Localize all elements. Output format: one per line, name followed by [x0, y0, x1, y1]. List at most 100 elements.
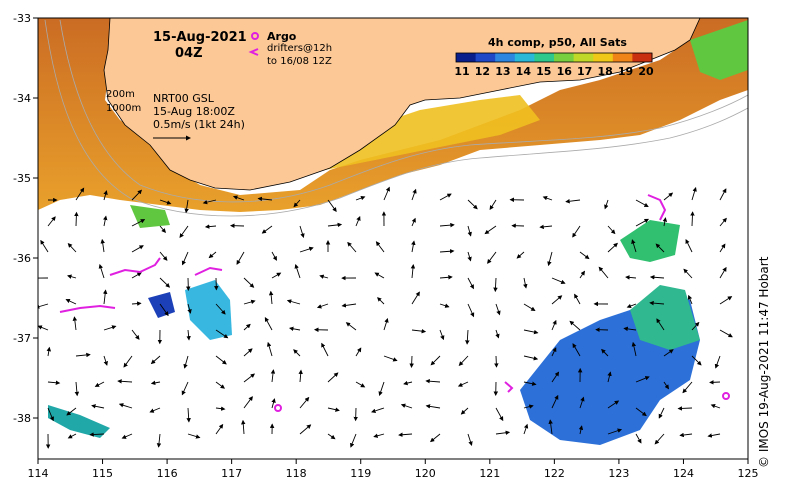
current-arrow	[375, 241, 385, 253]
current-arrow	[656, 318, 665, 331]
current-arrow	[345, 322, 357, 331]
current-arrow	[243, 323, 251, 331]
current-arrow	[626, 303, 637, 309]
current-arrow	[663, 349, 674, 357]
colorbar-segment	[495, 53, 516, 62]
current-arrow	[187, 433, 201, 439]
current-arrow	[67, 433, 77, 439]
current-arrow	[38, 303, 49, 309]
current-arrow	[467, 251, 472, 262]
current-arrow	[74, 211, 79, 227]
current-arrow	[707, 433, 721, 438]
current-arrow	[215, 381, 226, 389]
current-arrow	[159, 199, 172, 205]
x-tick-label: 121	[479, 467, 500, 480]
current-arrow	[604, 199, 609, 210]
current-arrow	[270, 369, 276, 383]
current-arrow	[131, 219, 146, 227]
current-arrow	[579, 251, 590, 260]
current-arrow	[635, 199, 649, 208]
current-arrow	[179, 225, 189, 239]
y-tick-label: -35	[13, 172, 31, 185]
current-arrow	[347, 241, 357, 253]
x-tick-label: 125	[738, 467, 759, 480]
current-arrow	[181, 381, 189, 396]
x-tick-label: 124	[673, 467, 694, 480]
colorbar-tick-label: 12	[475, 65, 490, 78]
current-arrow	[149, 407, 161, 413]
contour-200m	[59, 19, 748, 203]
current-arrow	[187, 303, 192, 314]
current-arrow	[377, 297, 385, 305]
current-arrow	[607, 428, 623, 435]
current-arrow	[261, 225, 273, 234]
current-arrow	[495, 407, 504, 422]
contour-label-200m: 200m	[106, 89, 135, 100]
x-tick-label: 123	[608, 467, 629, 480]
colorbar-tick-label: 20	[638, 65, 654, 78]
current-arrow	[350, 433, 357, 448]
current-arrow	[649, 275, 665, 280]
current-arrow	[467, 277, 474, 290]
current-arrow	[635, 218, 649, 227]
y-axis: -33 -34 -35 -36 -37 -38	[13, 12, 38, 425]
current-arrow	[683, 268, 693, 279]
current-arrow	[215, 406, 226, 411]
current-arrow	[241, 419, 246, 435]
colorbar-segment	[573, 53, 594, 62]
contour-label-1000m: 1000m	[106, 103, 141, 114]
current-arrow	[271, 398, 276, 409]
current-arrow	[321, 342, 329, 357]
current-arrow	[181, 251, 189, 266]
current-arrow	[383, 186, 390, 201]
current-arrow	[719, 329, 733, 338]
current-arrow	[159, 277, 171, 288]
current-arrow	[47, 407, 54, 422]
current-arrow	[67, 274, 77, 279]
colorbar-segment	[554, 53, 575, 62]
current-arrow	[439, 222, 455, 228]
colorbar-title: 4h comp, p50, All Sats	[488, 36, 627, 49]
current-arrow	[467, 199, 478, 210]
drifters-range: to 16/08 12Z	[267, 56, 332, 67]
current-arrow	[341, 303, 357, 308]
current-arrow	[691, 186, 697, 201]
current-arrow	[467, 303, 475, 318]
y-tick-label: -36	[13, 252, 31, 265]
current-arrow	[523, 303, 536, 311]
current-arrow	[243, 348, 253, 357]
map-date: 15-Aug-2021	[153, 30, 247, 45]
y-tick-label: -37	[13, 332, 31, 345]
colorbar-segment	[514, 53, 535, 62]
colorbar	[455, 52, 653, 63]
plot-frame	[37, 17, 749, 460]
current-arrow	[156, 433, 162, 448]
drifter-track	[504, 381, 514, 393]
current-arrow	[103, 355, 108, 366]
teal-sst-patch-se	[630, 285, 700, 350]
current-arrow	[268, 290, 274, 305]
colorbar-tick-label: 14	[516, 65, 532, 78]
current-arrow	[271, 272, 282, 279]
current-arrow	[89, 432, 105, 437]
current-arrow	[355, 347, 362, 357]
current-scale: 0.5m/s (1kt 24h)	[153, 118, 245, 131]
current-arrow	[425, 404, 441, 409]
current-arrow	[327, 199, 337, 213]
current-arrow	[551, 319, 557, 331]
current-arrow	[183, 355, 189, 369]
current-arrow	[607, 225, 616, 235]
current-arrow	[439, 275, 453, 280]
current-arrow	[299, 246, 314, 253]
current-arrow	[719, 188, 727, 201]
current-arrow	[266, 341, 273, 357]
current-arrow	[150, 355, 161, 365]
current-arrow	[327, 407, 340, 412]
current-arrow	[409, 355, 414, 368]
x-axis: 114 115 116 117 118 119 120 121 122 123 124 125	[28, 459, 759, 480]
current-arrow	[685, 238, 693, 253]
current-arrow	[677, 406, 693, 411]
y-tick-label: -34	[13, 92, 31, 105]
current-arrow	[551, 295, 563, 305]
current-arrow	[635, 433, 642, 444]
